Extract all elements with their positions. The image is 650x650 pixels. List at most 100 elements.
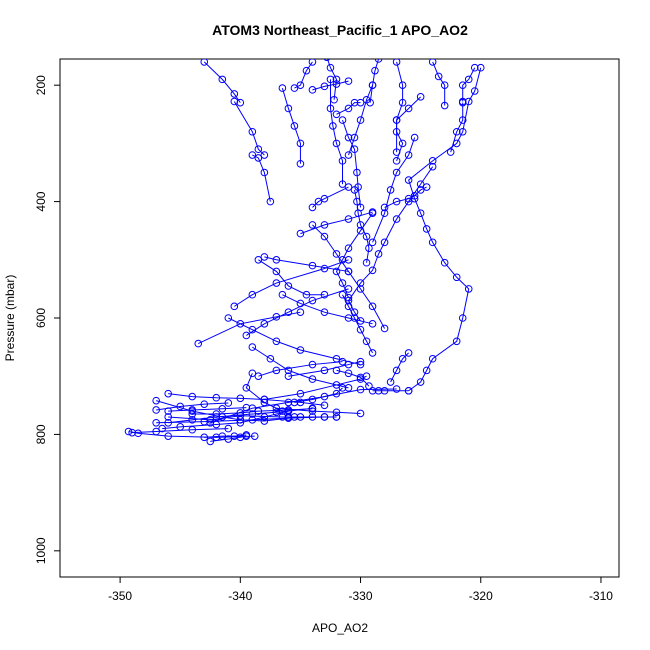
data-point — [254, 407, 263, 415]
profile-series — [386, 349, 413, 386]
x-tick-label: -310 — [589, 589, 613, 603]
profile-series — [152, 399, 233, 414]
data-point — [338, 279, 347, 287]
data-point — [206, 416, 215, 424]
data-point — [242, 431, 251, 439]
data-point — [452, 337, 461, 346]
data-point — [290, 122, 299, 130]
data-point — [308, 360, 317, 369]
data-point — [365, 244, 373, 252]
data-point — [329, 122, 337, 130]
data-point — [308, 221, 317, 229]
data-point — [284, 104, 293, 113]
data-point — [428, 354, 437, 363]
data-point — [314, 197, 323, 206]
data-point — [323, 59, 331, 62]
data-point — [200, 59, 209, 66]
series-line — [396, 61, 404, 153]
data-point — [278, 407, 287, 415]
profile-series — [458, 63, 479, 106]
data-point — [330, 95, 338, 104]
data-point — [236, 394, 245, 403]
data-point — [308, 404, 317, 413]
data-point — [476, 63, 485, 72]
profile-series — [326, 75, 347, 188]
data-point — [152, 396, 160, 405]
data-point — [308, 407, 317, 415]
data-point — [236, 320, 245, 328]
data-point — [308, 59, 317, 66]
data-point — [392, 116, 401, 124]
data-point — [458, 98, 467, 107]
data-point — [392, 385, 401, 393]
data-point — [344, 215, 353, 223]
data-point — [350, 98, 359, 107]
data-point — [404, 176, 413, 184]
series-line — [342, 294, 374, 354]
profile-series — [242, 285, 353, 340]
data-point — [374, 386, 383, 395]
series-line — [156, 400, 313, 422]
y-axis-label: Pressure (mbar) — [3, 275, 17, 362]
data-point — [260, 151, 269, 159]
data-point — [428, 157, 437, 165]
data-point — [458, 314, 467, 322]
series-line — [204, 434, 247, 438]
series-line — [233, 101, 265, 156]
data-point — [290, 398, 299, 407]
data-point — [176, 423, 185, 431]
series-line — [168, 393, 325, 406]
data-point — [368, 302, 377, 311]
series-line — [390, 352, 409, 383]
series-line — [276, 407, 361, 414]
data-point — [164, 413, 172, 421]
data-point — [152, 418, 160, 427]
data-point — [362, 232, 371, 241]
series-line — [156, 402, 229, 411]
series-line — [132, 428, 229, 434]
data-point — [416, 378, 425, 386]
data-point — [338, 157, 347, 165]
data-point — [458, 81, 467, 89]
data-point — [422, 183, 431, 191]
data-point — [404, 349, 413, 357]
data-point — [248, 404, 257, 413]
data-point — [254, 372, 263, 381]
data-point — [124, 427, 133, 436]
series-line — [252, 346, 349, 389]
profile-series — [254, 357, 347, 381]
profile-series — [206, 385, 401, 427]
data-point — [464, 285, 473, 293]
series-line — [234, 259, 349, 307]
data-point — [404, 194, 413, 203]
data-point — [296, 346, 305, 354]
series-line — [312, 80, 349, 91]
profile-series — [404, 63, 485, 395]
data-point — [392, 148, 401, 156]
series-line — [347, 166, 434, 322]
data-point — [296, 413, 305, 421]
data-point — [284, 413, 293, 421]
data-point — [296, 389, 305, 398]
data-point — [296, 81, 305, 89]
x-axis: -350 -340 -330 -320 -310 — [108, 577, 613, 603]
data-point — [392, 157, 401, 165]
data-point — [272, 279, 281, 287]
data-point — [260, 168, 269, 177]
y-tick-label: 200 — [34, 75, 48, 95]
data-point — [128, 428, 136, 437]
data-point — [374, 59, 383, 63]
profile-series — [380, 183, 431, 212]
data-point — [272, 404, 281, 413]
data-point — [464, 75, 473, 84]
series-line — [432, 61, 446, 106]
data-point — [332, 75, 341, 84]
data-point — [422, 225, 431, 233]
data-point — [266, 197, 275, 206]
data-point — [326, 104, 335, 113]
series-line — [354, 189, 370, 263]
series-line — [168, 410, 289, 424]
data-point — [356, 325, 365, 334]
data-point — [296, 159, 305, 168]
data-point — [338, 180, 347, 188]
